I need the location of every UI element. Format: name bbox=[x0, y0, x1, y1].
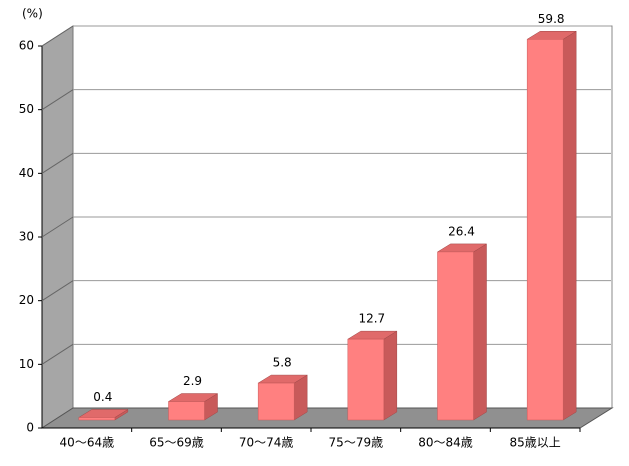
y-tick-label: 10 bbox=[19, 357, 34, 371]
x-tick-label: 40～64歳 bbox=[60, 436, 115, 450]
grid-line bbox=[41, 25, 74, 47]
value-label: 59.8 bbox=[538, 12, 565, 26]
grid-line bbox=[41, 216, 74, 238]
grid-line bbox=[41, 152, 74, 174]
bar bbox=[78, 417, 116, 421]
x-tick-label: 80～84歳 bbox=[418, 436, 473, 450]
value-label: 26.4 bbox=[448, 224, 475, 238]
value-label: 12.7 bbox=[358, 312, 385, 326]
bar-side bbox=[473, 243, 487, 421]
bar bbox=[168, 401, 205, 421]
value-label: 0.4 bbox=[93, 390, 112, 404]
bar bbox=[526, 39, 564, 421]
grid-line bbox=[41, 89, 74, 111]
y-tick-label: 0 bbox=[26, 421, 34, 435]
unit-label: (%) bbox=[22, 7, 43, 21]
bar-side bbox=[383, 330, 398, 421]
x-tick-label: 75～79歳 bbox=[329, 436, 384, 450]
y-tick-label: 50 bbox=[19, 102, 34, 116]
y-tick-label: 20 bbox=[19, 293, 34, 307]
bar-side bbox=[562, 30, 577, 421]
x-tick-label: 85歳以上 bbox=[510, 436, 561, 450]
grid-line bbox=[41, 280, 74, 302]
value-label: 2.9 bbox=[183, 374, 202, 388]
y-tick-label: 60 bbox=[19, 39, 34, 53]
grid-line bbox=[41, 343, 74, 365]
x-tick-label: 70～74歳 bbox=[239, 436, 294, 450]
x-tick-label: 65～69歳 bbox=[149, 436, 204, 450]
bar bbox=[257, 382, 295, 421]
bar bbox=[437, 251, 474, 421]
y-tick-label: 40 bbox=[19, 166, 34, 180]
bar bbox=[347, 338, 385, 421]
y-tick-label: 30 bbox=[19, 230, 34, 244]
value-label: 5.8 bbox=[273, 356, 292, 370]
